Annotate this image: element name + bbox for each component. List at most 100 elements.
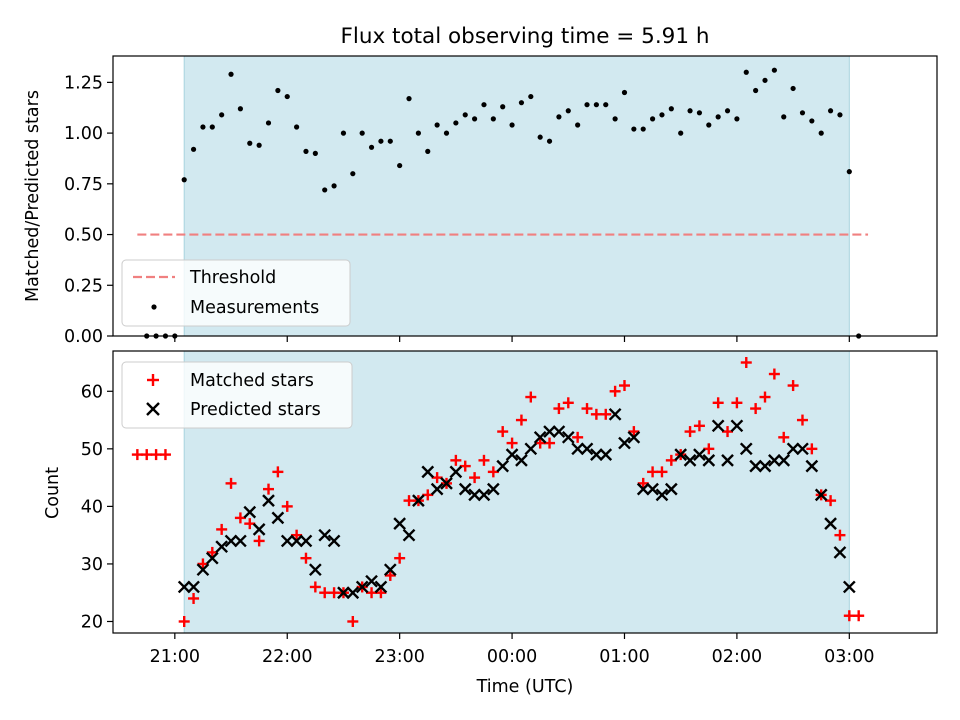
count-panel-frame bbox=[112, 350, 938, 634]
matched-star-marker bbox=[206, 546, 218, 558]
measurement-point bbox=[537, 134, 543, 140]
ratio-plot-area bbox=[137, 67, 869, 339]
matched-star-marker bbox=[525, 391, 537, 403]
ratio-x-ticks bbox=[174, 336, 850, 342]
y-tick-label: 30 bbox=[81, 555, 103, 575]
predicted-star-marker bbox=[636, 482, 650, 496]
y-tick-label: 0.50 bbox=[64, 226, 103, 246]
measurement-point bbox=[743, 69, 749, 75]
matched-star-marker bbox=[291, 529, 303, 541]
measurement-point bbox=[265, 120, 272, 126]
matched-star-marker bbox=[590, 408, 602, 420]
matched-star-marker bbox=[478, 454, 490, 466]
matched-star-marker bbox=[637, 477, 649, 489]
matched-star-marker bbox=[188, 592, 200, 604]
matched-star-marker bbox=[609, 385, 621, 397]
ratio-y-ticks: 0.00 0.25 0.50 0.75 1.00 1.25 bbox=[64, 73, 113, 347]
measurement-point bbox=[500, 104, 506, 110]
predicted-star-marker bbox=[262, 494, 275, 507]
matched-star-marker bbox=[703, 443, 715, 455]
ratio-y-axis-label: Matched/Predicted stars bbox=[23, 90, 43, 302]
measurement-point bbox=[481, 102, 487, 108]
measurement-point bbox=[312, 150, 318, 156]
measurement-point bbox=[406, 96, 412, 102]
matched-star-marker bbox=[366, 587, 378, 599]
predicted-star-marker bbox=[824, 517, 837, 531]
matched-star-marker bbox=[787, 380, 799, 392]
predicted-star-marker bbox=[599, 448, 613, 461]
predicted-legend-label: Predicted stars bbox=[190, 400, 321, 420]
measurement-point bbox=[425, 148, 431, 154]
predicted-star-marker bbox=[711, 419, 725, 433]
predicted-star-marker bbox=[355, 580, 369, 594]
measurement-point bbox=[799, 110, 806, 116]
predicted-star-marker bbox=[365, 574, 378, 588]
predicted-star-marker bbox=[580, 442, 594, 456]
matched-star-marker bbox=[394, 552, 406, 564]
predicted-star-marker bbox=[777, 453, 791, 467]
predicted-star-marker bbox=[674, 448, 688, 461]
measurement-point bbox=[724, 108, 731, 114]
matched-star-marker bbox=[853, 610, 865, 622]
matched-star-marker bbox=[384, 569, 396, 581]
predicted-star-marker bbox=[196, 563, 210, 577]
y-tick-label: 1.00 bbox=[64, 124, 103, 144]
y-tick-label: 0.00 bbox=[64, 327, 103, 347]
measurement-point bbox=[809, 118, 815, 124]
measurement-point bbox=[434, 122, 440, 128]
predicted-star-marker bbox=[627, 430, 641, 444]
predicted-star-marker bbox=[187, 580, 200, 594]
matched-star-marker bbox=[403, 495, 415, 507]
measurement-point bbox=[331, 183, 337, 189]
measurement-point bbox=[490, 116, 496, 122]
measurement-point bbox=[340, 130, 347, 136]
measurement-point bbox=[818, 130, 824, 136]
matched-star-marker bbox=[281, 500, 293, 512]
matched-star-marker bbox=[328, 587, 340, 599]
threshold-legend-label: Threshold bbox=[189, 268, 276, 288]
predicted-star-marker bbox=[739, 442, 753, 456]
matched-star-marker bbox=[806, 443, 818, 455]
x-tick-label: 01:00 bbox=[599, 647, 649, 667]
x-tick-label: 02:00 bbox=[712, 647, 762, 667]
matched-star-marker bbox=[469, 472, 481, 484]
predicted-star-marker bbox=[252, 523, 266, 536]
count-panel: 20 30 40 50 60 21:00 22:00 23:00 00:00 01:00 02:0… bbox=[43, 350, 938, 697]
x-tick-label: 03:00 bbox=[824, 647, 874, 667]
predicted-star-marker bbox=[524, 442, 538, 456]
measurement-point bbox=[509, 122, 515, 128]
matched-star-marker bbox=[487, 466, 499, 478]
predicted-star-marker bbox=[449, 465, 463, 479]
matched-star-marker bbox=[234, 512, 246, 524]
measurement-point bbox=[837, 112, 843, 118]
y-tick-label: 50 bbox=[81, 440, 103, 460]
measurement-point bbox=[228, 71, 234, 77]
measurement-point bbox=[546, 138, 553, 144]
matched-star-marker bbox=[263, 483, 275, 495]
measurement-point bbox=[771, 67, 777, 73]
measurement-point bbox=[734, 116, 740, 122]
matched-star-marker bbox=[647, 466, 659, 478]
predicted-star-marker bbox=[814, 488, 828, 502]
matched-star-marker bbox=[450, 454, 462, 466]
predicted-star-marker bbox=[280, 534, 294, 548]
count-y-axis-label: Count bbox=[43, 467, 63, 519]
predicted-star-marker bbox=[346, 586, 360, 600]
matched-star-marker bbox=[253, 535, 265, 547]
measurement-point bbox=[219, 112, 225, 118]
matched-star-marker bbox=[515, 414, 527, 426]
matched-star-marker bbox=[131, 449, 143, 461]
matched-star-marker bbox=[497, 426, 509, 438]
matched-star-marker bbox=[712, 397, 724, 409]
ratio-legend: Threshold Measurements bbox=[121, 259, 351, 327]
measurement-point bbox=[781, 114, 787, 120]
predicted-star-marker bbox=[393, 517, 407, 531]
predicted-star-marker bbox=[215, 540, 229, 554]
predicted-star-marker bbox=[224, 534, 238, 548]
matched-legend-swatch bbox=[147, 374, 159, 386]
measurement-point bbox=[200, 124, 206, 130]
measurement-point bbox=[275, 87, 281, 94]
matched-star-marker bbox=[796, 414, 808, 426]
predicted-star-marker bbox=[177, 580, 191, 594]
measurement-point bbox=[696, 110, 703, 116]
